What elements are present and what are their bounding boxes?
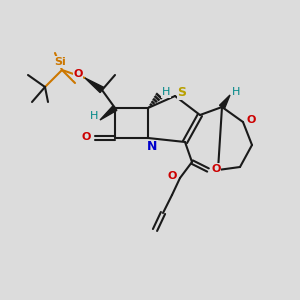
Text: Si: Si: [54, 57, 66, 67]
Text: O: O: [81, 132, 91, 142]
Text: O: O: [167, 171, 177, 181]
Text: H: H: [90, 111, 98, 121]
Text: N: N: [147, 140, 157, 154]
Polygon shape: [220, 95, 230, 109]
Text: O: O: [211, 164, 221, 174]
Polygon shape: [100, 106, 117, 120]
Text: O: O: [73, 69, 83, 79]
Text: H: H: [232, 87, 240, 97]
Text: H: H: [162, 87, 170, 97]
Polygon shape: [85, 78, 104, 93]
Text: O: O: [246, 115, 256, 125]
Text: S: S: [178, 86, 187, 100]
